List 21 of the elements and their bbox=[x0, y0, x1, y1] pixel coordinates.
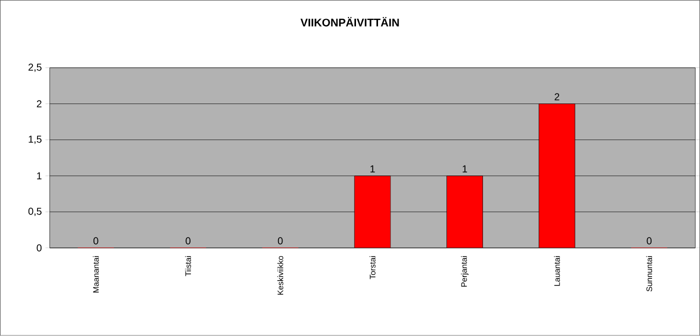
data-label: 0 bbox=[278, 237, 283, 245]
data-label: 0 bbox=[186, 237, 190, 245]
x-tick-label: Keskiviikko bbox=[277, 256, 284, 295]
x-tick-label: Lauantai bbox=[554, 256, 560, 286]
y-tick-label: 1 bbox=[37, 172, 42, 180]
data-label: 1 bbox=[370, 166, 375, 172]
data-label: 2 bbox=[554, 93, 560, 100]
data-label: 0 bbox=[93, 237, 98, 245]
chart-title: VIIKONPÄIVITTÄIN bbox=[300, 17, 399, 27]
x-tick-label: Maanantai bbox=[92, 256, 99, 293]
y-tick-label: 0 bbox=[36, 244, 42, 252]
y-tick-label: 0,5 bbox=[28, 208, 42, 216]
x-tick-label: Torstai bbox=[370, 256, 376, 280]
x-tick-label: Perjantai bbox=[461, 256, 468, 287]
data-label: 1 bbox=[462, 166, 468, 172]
x-tick-label: Sunnuntai bbox=[646, 256, 652, 292]
x-tick-label: Tiistai bbox=[185, 256, 192, 276]
data-label: 0 bbox=[646, 237, 652, 245]
y-tick-label: 2,5 bbox=[28, 64, 42, 72]
y-tick-label: 2 bbox=[36, 100, 42, 108]
y-tick-label: 1,5 bbox=[28, 136, 42, 144]
